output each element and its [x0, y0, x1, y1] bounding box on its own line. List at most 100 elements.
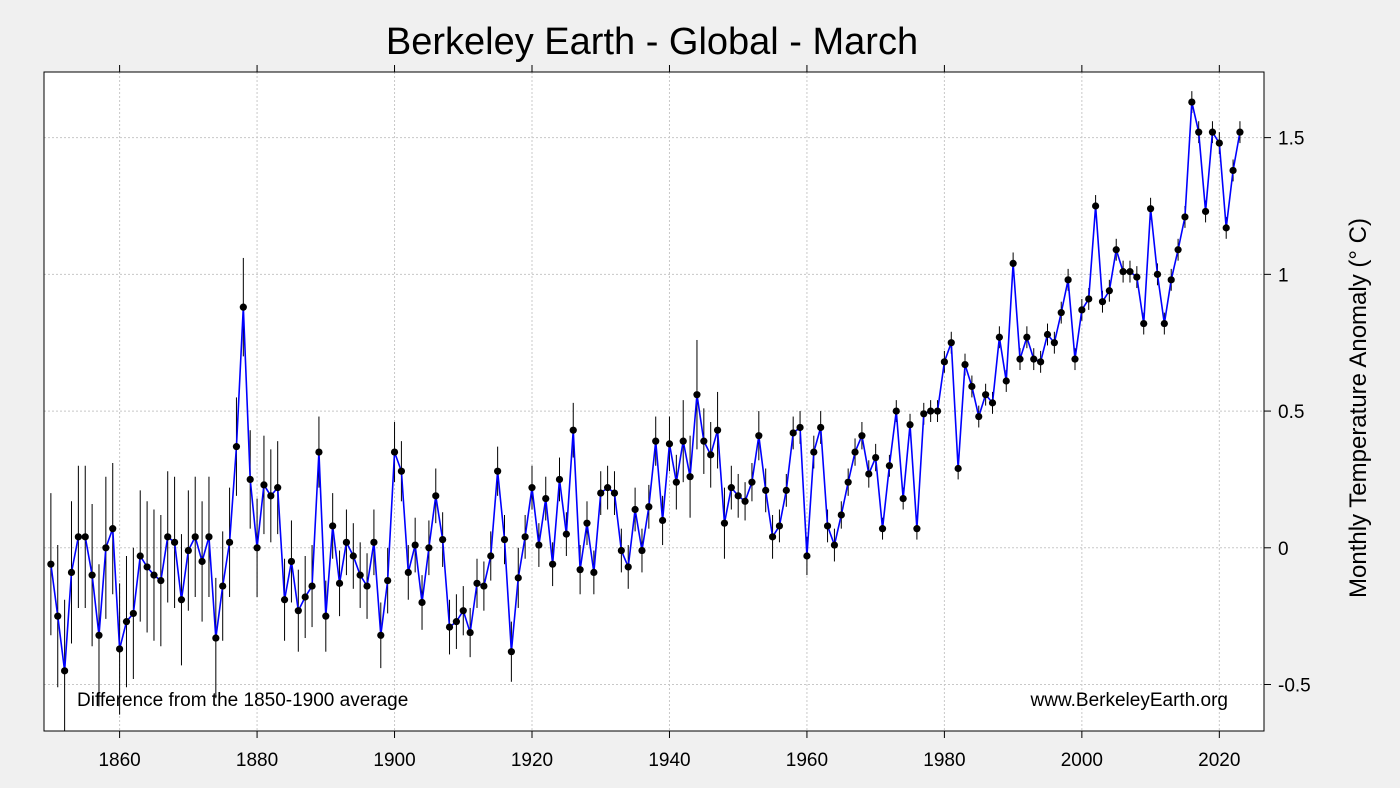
plot-area [44, 72, 1264, 731]
data-point [425, 544, 433, 552]
data-point [961, 360, 969, 369]
data-point [995, 333, 1003, 341]
data-point [1119, 268, 1127, 276]
data-point [1215, 139, 1223, 147]
data-point [604, 484, 612, 492]
data-point [1085, 295, 1093, 303]
data-point [665, 440, 674, 448]
data-points-layer [47, 98, 1244, 675]
data-point [232, 443, 241, 451]
data-point [982, 391, 990, 399]
data-point [356, 571, 364, 579]
data-point [1016, 355, 1024, 363]
data-point [1160, 319, 1168, 328]
grid-layer [44, 72, 1264, 731]
data-point [1098, 298, 1107, 306]
data-point [67, 568, 76, 577]
data-point [81, 533, 89, 541]
data-point [1105, 287, 1113, 295]
data-point [315, 448, 323, 456]
data-point [1195, 128, 1203, 136]
data-point [1092, 202, 1100, 210]
baseline-note: Difference from the 1850-1900 average [77, 690, 408, 711]
data-point [1146, 205, 1155, 213]
data-point [514, 574, 522, 582]
data-point [1188, 98, 1196, 106]
data-point [1229, 166, 1237, 175]
data-point [47, 560, 55, 568]
data-point [150, 571, 158, 579]
data-point [1153, 270, 1162, 278]
data-point [212, 634, 220, 642]
data-point [500, 535, 509, 544]
data-point [576, 566, 584, 574]
data-point [377, 631, 385, 639]
data-point [741, 497, 749, 505]
data-point [590, 568, 598, 577]
data-point [452, 618, 460, 626]
data-point [775, 522, 784, 530]
data-point [322, 612, 330, 620]
x-tick-label: 2020 [1198, 750, 1240, 771]
data-point [954, 464, 962, 473]
data-point [1057, 309, 1065, 317]
data-point [521, 533, 529, 541]
data-point [143, 563, 151, 571]
data-point [844, 478, 852, 486]
data-point [624, 563, 632, 571]
data-point [583, 519, 591, 527]
data-point [837, 511, 845, 519]
data-point [528, 484, 536, 492]
y-tick-label: 0 [1278, 539, 1289, 560]
data-point [700, 437, 708, 445]
data-point [920, 410, 928, 418]
axis-layer: 1860 1880 1900 1920 1940 1960 1980 2000 2020 -0.5… [98, 65, 1311, 771]
data-point [1174, 246, 1182, 254]
data-point [988, 399, 997, 407]
data-point [191, 533, 199, 541]
data-point [693, 391, 701, 399]
data-point [947, 339, 955, 347]
data-point [748, 478, 756, 486]
data-point [927, 407, 935, 415]
data-point [569, 426, 577, 434]
data-point [830, 541, 839, 549]
data-point [370, 538, 378, 546]
data-point [157, 577, 165, 585]
y-tick-label: -0.5 [1278, 676, 1311, 697]
data-point [734, 492, 742, 500]
data-point [906, 421, 914, 429]
data-point [899, 494, 907, 503]
data-point [535, 541, 543, 549]
data-point [617, 546, 625, 555]
data-point [487, 552, 495, 560]
x-tick-label: 1860 [98, 750, 140, 771]
data-point [555, 475, 564, 484]
data-point [411, 541, 419, 549]
data-point [61, 667, 69, 675]
data-point [246, 475, 254, 484]
data-point [1167, 276, 1175, 284]
data-point [335, 579, 344, 587]
data-point [170, 538, 179, 546]
data-point [445, 623, 454, 631]
data-point [1071, 355, 1079, 363]
x-tick-label: 2000 [1061, 750, 1103, 771]
data-point [205, 533, 213, 541]
data-point [796, 423, 804, 432]
data-point [1037, 358, 1045, 366]
data-point [184, 546, 192, 555]
x-tick-label: 1940 [648, 750, 690, 771]
chart-title: Berkeley Earth - Global - March [386, 21, 918, 63]
data-point [768, 533, 777, 541]
data-point [878, 525, 887, 533]
x-tick-label: 1980 [923, 750, 965, 771]
data-point [177, 596, 186, 604]
data-point [164, 533, 172, 541]
data-point [102, 544, 110, 552]
data-point [494, 467, 502, 475]
data-point [459, 607, 467, 615]
data-point [885, 462, 894, 470]
data-point [713, 426, 722, 434]
